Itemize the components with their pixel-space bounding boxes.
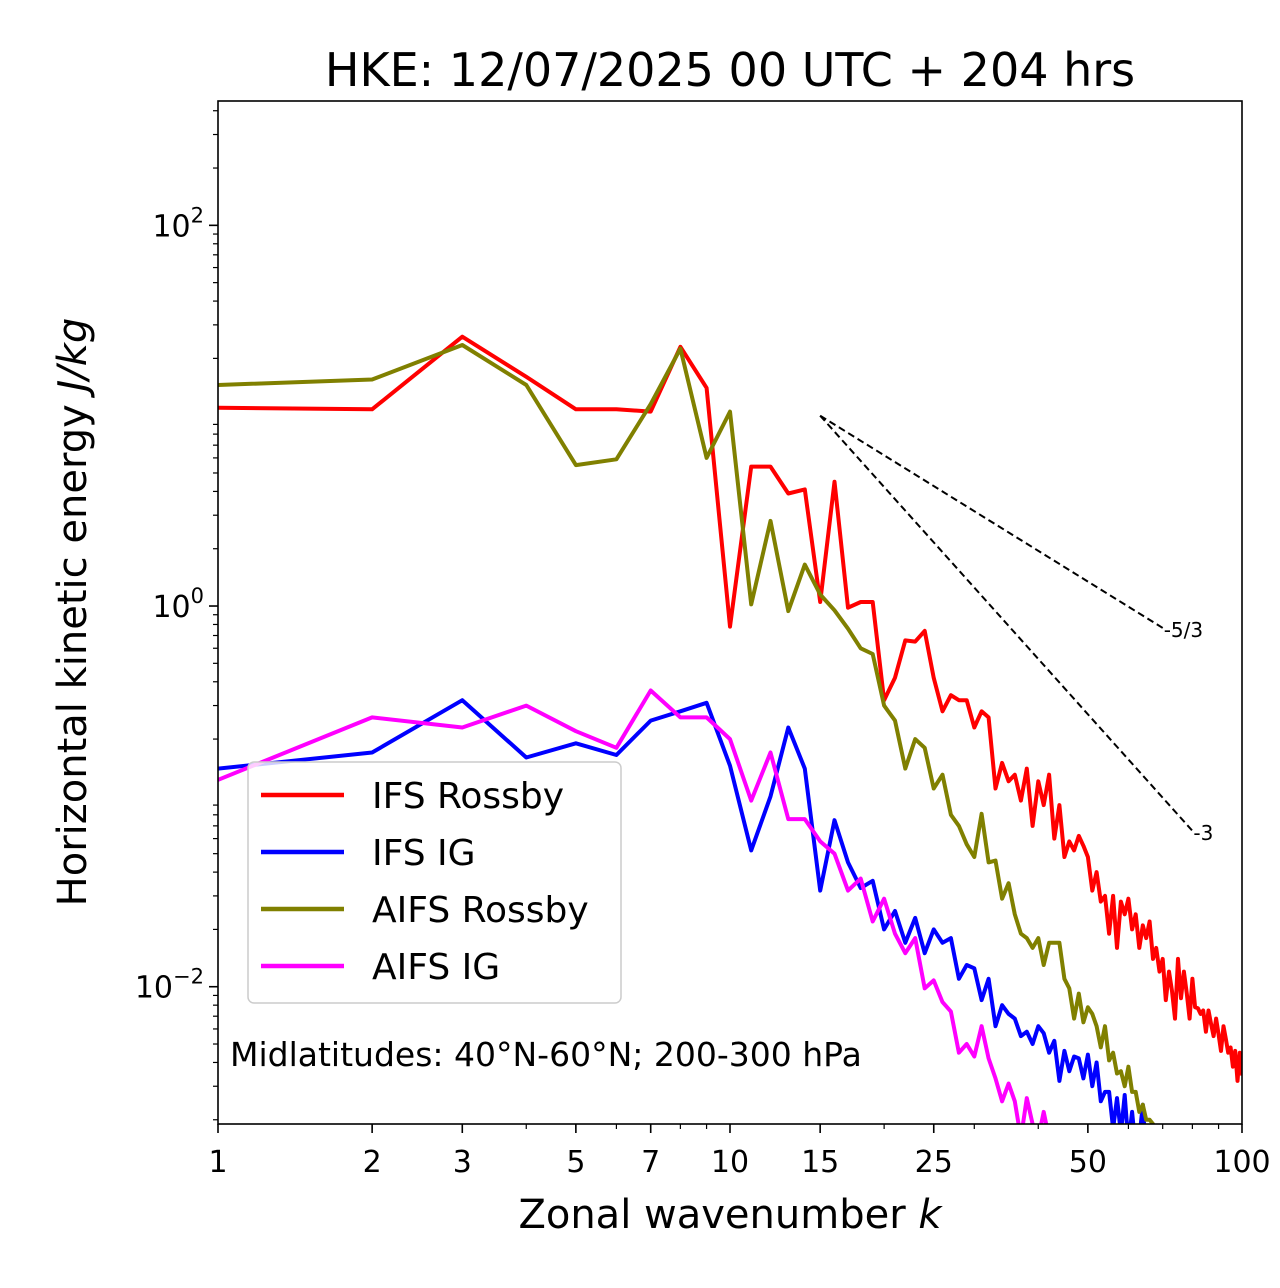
legend-label: AIFS Rossby — [372, 890, 589, 931]
y-tick-label: 10−2 — [135, 965, 204, 1006]
series-layer — [218, 334, 1242, 1124]
legend: IFS Rossby IFS IG AIFS Rossby AIFS IG — [247, 761, 622, 1004]
x-tick-label: 50 — [1069, 1145, 1107, 1180]
series-line-ifs-ig — [218, 698, 1147, 1124]
series-line-ifs-rossby — [218, 334, 1242, 1083]
x-tick-label: 5 — [566, 1145, 585, 1180]
x-tick-label: 15 — [801, 1145, 839, 1180]
series-line-aifs-ig — [218, 688, 1049, 1124]
plot-frame — [217, 100, 1243, 1125]
reference-slope-lines: -5/3 -3 — [819, 414, 1213, 845]
x-tick-label: 100 — [1213, 1145, 1270, 1180]
y-tick-label: 102 — [152, 203, 204, 244]
reference-line-label: -3 — [1193, 821, 1213, 845]
x-tick-label: 25 — [915, 1145, 953, 1180]
legend-box — [247, 761, 622, 1004]
region-annotation: Midlatitudes: 40°N-60°N; 200-300 hPa — [230, 1035, 862, 1074]
y-axis-title: Horizontal kinetic energy J/kg — [50, 318, 96, 907]
reference-line-slope — [819, 415, 1194, 832]
x-tick-label: 10 — [711, 1145, 749, 1180]
y-tick-label: 100 — [152, 584, 204, 625]
legend-label: IFS Rossby — [372, 776, 564, 817]
y-tick-labels: 10−2 100 102 — [135, 203, 204, 1005]
legend-label: AIFS IG — [372, 947, 500, 988]
legend-label: IFS IG — [372, 833, 476, 874]
major-ticks — [209, 224, 1243, 1133]
x-tick-labels: 1 2 3 5 7 10 15 25 50 100 — [208, 1145, 1270, 1180]
reference-line-slope — [819, 414, 1164, 629]
x-axis-title: Zonal wavenumber k — [518, 1192, 943, 1238]
chart-title: HKE: 12/07/2025 00 UTC + 204 hrs — [325, 43, 1135, 97]
x-tick-label: 1 — [208, 1145, 227, 1180]
series-line-aifs-rossby — [218, 343, 1156, 1124]
x-tick-label: 2 — [363, 1145, 382, 1180]
reference-line-label: -5/3 — [1164, 618, 1203, 642]
x-tick-label: 7 — [641, 1145, 660, 1180]
x-tick-label: 3 — [453, 1145, 472, 1180]
